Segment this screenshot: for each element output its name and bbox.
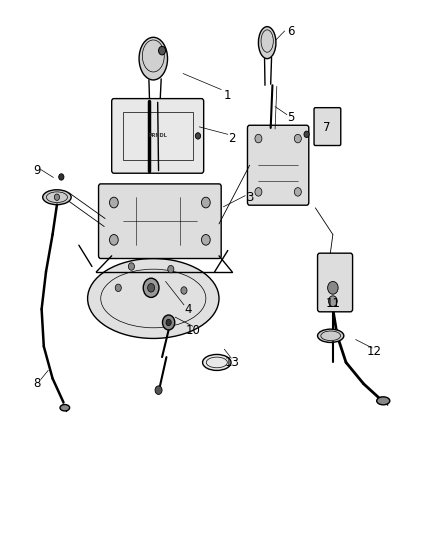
Text: 4: 4 [184, 303, 192, 316]
Text: 10: 10 [185, 324, 200, 337]
Circle shape [155, 386, 162, 394]
Circle shape [143, 278, 159, 297]
Text: 3: 3 [246, 191, 253, 204]
Circle shape [110, 197, 118, 208]
Ellipse shape [377, 397, 390, 405]
Circle shape [304, 131, 309, 138]
FancyBboxPatch shape [247, 125, 309, 205]
Ellipse shape [60, 405, 70, 411]
Circle shape [195, 133, 201, 139]
Circle shape [162, 315, 175, 330]
Circle shape [201, 235, 210, 245]
Circle shape [255, 188, 262, 196]
Circle shape [328, 296, 337, 306]
Text: 13: 13 [225, 356, 240, 369]
Circle shape [148, 284, 155, 292]
Circle shape [110, 235, 118, 245]
Circle shape [128, 263, 134, 270]
Circle shape [54, 194, 60, 200]
FancyBboxPatch shape [112, 99, 204, 173]
Text: 12: 12 [367, 345, 382, 358]
Text: 6: 6 [287, 26, 295, 38]
Circle shape [294, 134, 301, 143]
Circle shape [159, 46, 166, 55]
Circle shape [328, 281, 338, 294]
Circle shape [294, 188, 301, 196]
Text: 9: 9 [33, 164, 41, 177]
FancyBboxPatch shape [314, 108, 341, 146]
Ellipse shape [139, 37, 167, 80]
Bar [123, 112, 193, 160]
Circle shape [201, 197, 210, 208]
Text: 1: 1 [224, 90, 232, 102]
Text: 5: 5 [288, 111, 295, 124]
Ellipse shape [202, 354, 231, 370]
Text: 2: 2 [228, 132, 236, 145]
Circle shape [255, 134, 262, 143]
Ellipse shape [43, 190, 71, 205]
Ellipse shape [258, 27, 276, 59]
Circle shape [181, 287, 187, 294]
Circle shape [168, 265, 174, 273]
Text: PRNDL: PRNDL [148, 133, 167, 139]
FancyBboxPatch shape [318, 253, 353, 312]
Text: 7: 7 [322, 122, 330, 134]
Circle shape [115, 284, 121, 292]
Ellipse shape [88, 259, 219, 338]
Circle shape [166, 319, 171, 326]
Text: 11: 11 [325, 297, 340, 310]
Circle shape [59, 174, 64, 180]
FancyBboxPatch shape [99, 184, 221, 259]
Text: 8: 8 [34, 377, 41, 390]
Ellipse shape [318, 329, 344, 342]
